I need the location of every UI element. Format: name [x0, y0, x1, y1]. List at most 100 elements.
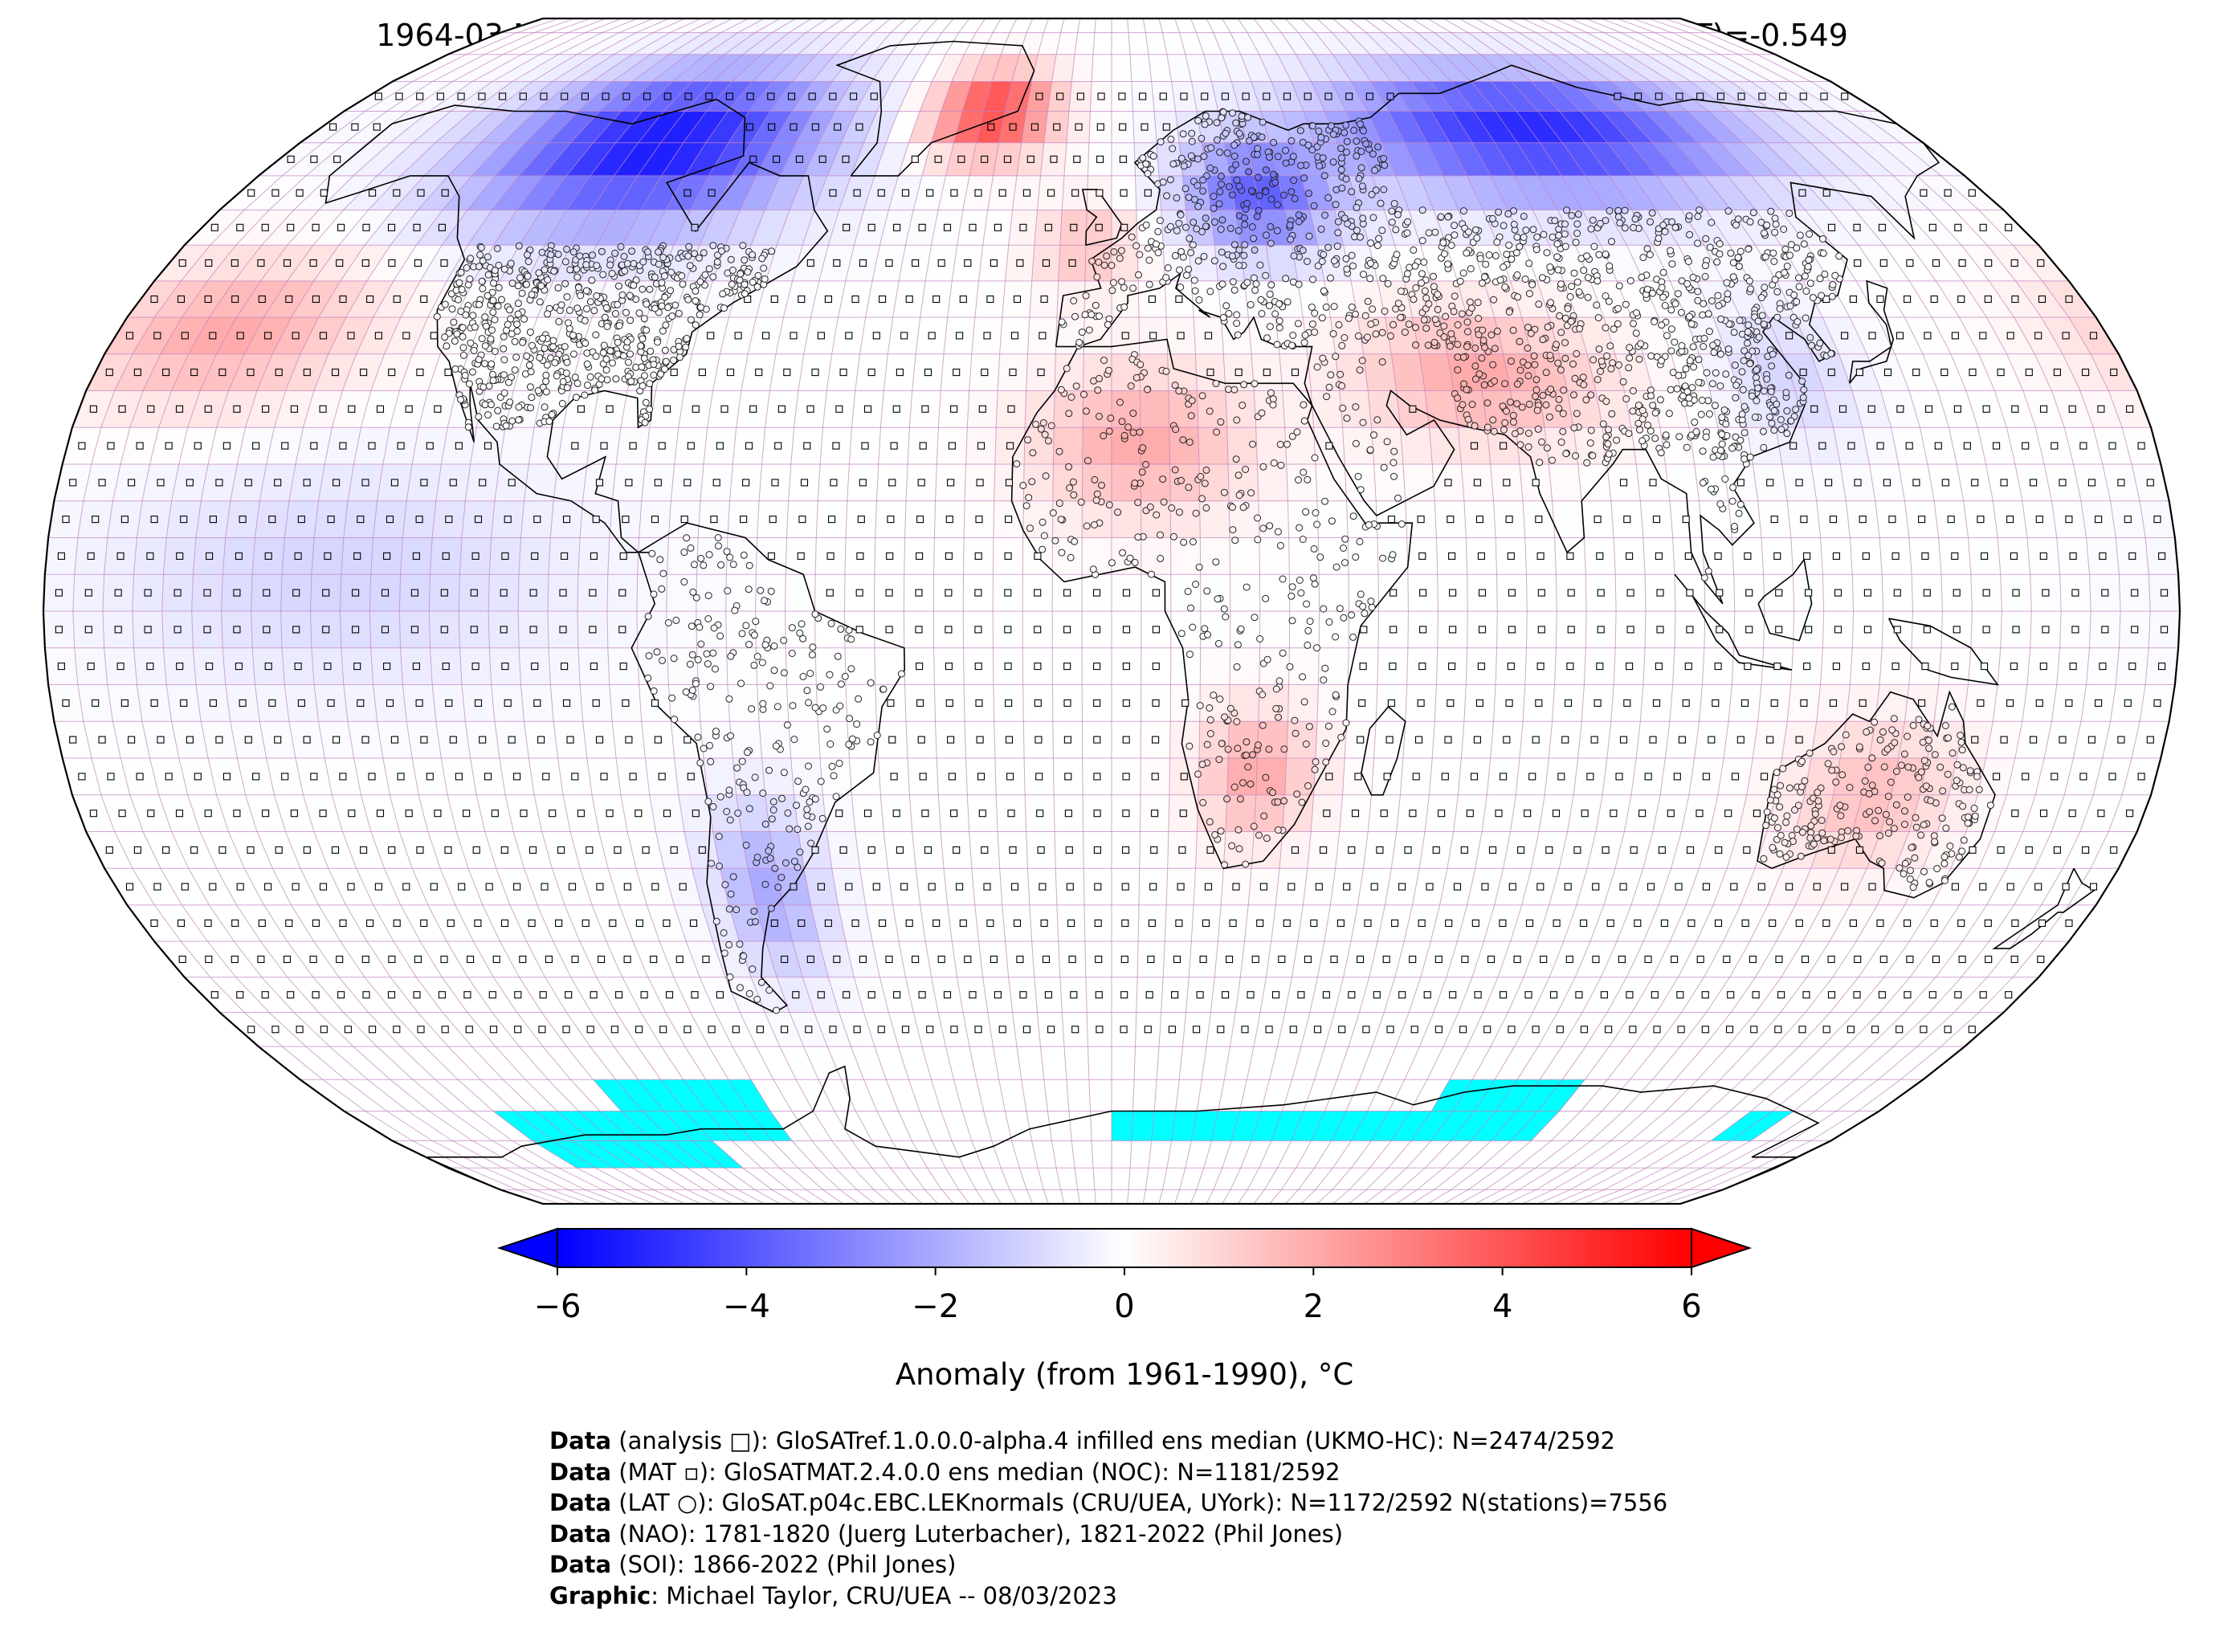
analysis-marker — [1923, 589, 1931, 597]
grid-cell — [855, 1111, 892, 1141]
analysis-marker — [1096, 1026, 1104, 1034]
analysis-marker — [1876, 295, 1884, 304]
grid-cell — [1093, 32, 1112, 55]
grid-cell — [874, 647, 905, 685]
grid-cell — [1230, 611, 1260, 648]
analysis-marker — [1634, 92, 1642, 100]
grid-cell — [892, 1140, 928, 1169]
analysis-marker — [886, 552, 894, 560]
grid-cell — [1452, 1079, 1496, 1112]
analysis-marker — [1009, 369, 1017, 377]
analysis-marker — [1736, 736, 1745, 744]
analysis-marker — [1841, 92, 1849, 100]
station-marker — [545, 418, 553, 426]
analysis-marker — [1566, 552, 1574, 560]
station-marker — [1390, 200, 1398, 207]
analysis-marker — [1471, 919, 1479, 928]
analysis-marker — [1150, 846, 1158, 854]
analysis-marker — [369, 1026, 377, 1034]
grid-cell — [1318, 647, 1349, 685]
grid-cell — [969, 1046, 999, 1080]
analysis-marker — [348, 810, 356, 818]
grid-cell — [345, 1079, 408, 1112]
analysis-marker — [333, 479, 341, 487]
analysis-marker — [1859, 699, 1867, 707]
analysis-marker — [684, 189, 692, 197]
station-marker — [581, 391, 589, 399]
grid-cell — [1132, 1079, 1157, 1112]
grid-cell — [621, 1111, 672, 1141]
analysis-marker — [1448, 552, 1456, 560]
analysis-marker — [1775, 955, 1783, 964]
analysis-marker — [1795, 919, 1803, 928]
analysis-marker — [1448, 663, 1456, 671]
analysis-marker — [1094, 883, 1102, 891]
grid-cell — [407, 1111, 473, 1141]
analysis-marker — [125, 332, 134, 340]
analysis-marker — [629, 442, 637, 450]
station-marker — [508, 330, 516, 338]
grid-cell — [1369, 1140, 1412, 1169]
analysis-marker — [319, 883, 328, 891]
analysis-marker — [1905, 442, 1913, 450]
grid-cell — [1174, 1189, 1197, 1204]
station-marker — [1266, 290, 1274, 298]
grid-cell — [1148, 1140, 1172, 1169]
analysis-marker — [635, 919, 643, 928]
grid-cell — [976, 1079, 1006, 1112]
grid-cell — [1230, 1168, 1259, 1190]
grid-cell — [1011, 1140, 1039, 1169]
analysis-marker — [2068, 810, 2076, 818]
grid-cell — [570, 1079, 622, 1112]
station-marker — [1135, 271, 1142, 279]
grid-cell — [1923, 831, 1966, 869]
analysis-marker — [504, 516, 512, 524]
analysis-marker — [2039, 405, 2048, 413]
analysis-marker — [1221, 92, 1229, 100]
grid-cell — [761, 1168, 806, 1190]
analysis-marker — [162, 369, 170, 377]
analysis-marker — [173, 589, 182, 597]
grid-cell — [1317, 684, 1349, 722]
grid-cell — [1064, 1046, 1089, 1080]
station-marker — [1300, 174, 1308, 182]
station-marker — [1250, 274, 1258, 282]
grid-cell — [1691, 1111, 1752, 1141]
analysis-marker — [1096, 189, 1104, 197]
analysis-marker — [264, 332, 272, 340]
grid-cell — [692, 868, 729, 905]
analysis-marker — [1906, 955, 1914, 964]
grid-cell — [1066, 1079, 1091, 1112]
analysis-marker — [1832, 663, 1840, 671]
analysis-marker — [186, 479, 194, 487]
station-marker — [1431, 316, 1439, 324]
analysis-marker — [687, 773, 695, 781]
station-marker — [1103, 252, 1111, 260]
analysis-marker — [2037, 955, 2045, 964]
grid-cell — [1720, 1046, 1776, 1080]
analysis-marker — [1004, 589, 1012, 597]
analysis-marker — [478, 92, 486, 100]
station-marker — [626, 316, 635, 324]
analysis-marker — [596, 883, 604, 891]
analysis-marker — [1953, 405, 1961, 413]
station-marker — [573, 394, 580, 402]
analysis-marker — [1432, 846, 1440, 854]
analysis-marker — [360, 846, 368, 854]
grid-cell — [1731, 1111, 1794, 1141]
analysis-marker — [133, 369, 141, 377]
analysis-marker — [1597, 589, 1605, 597]
analysis-marker — [186, 736, 194, 744]
grid-cell — [1259, 611, 1290, 648]
grid-cell — [1269, 1046, 1301, 1080]
analysis-marker — [1930, 295, 1938, 304]
analysis-marker — [1259, 883, 1267, 891]
analysis-marker — [1524, 810, 1532, 818]
station-marker — [686, 262, 694, 270]
analysis-marker — [413, 991, 421, 999]
analysis-marker — [1696, 92, 1704, 100]
analysis-marker — [1675, 92, 1683, 100]
analysis-marker — [268, 516, 276, 524]
station-marker — [1225, 183, 1233, 190]
analysis-marker — [128, 736, 136, 744]
